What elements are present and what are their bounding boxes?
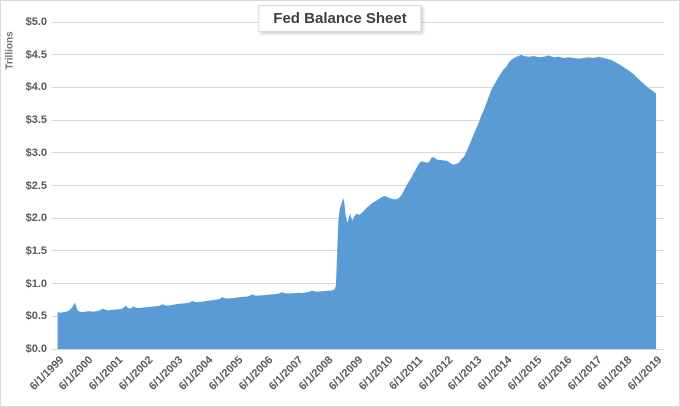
y-tick-label: $2.0 bbox=[25, 212, 47, 225]
y-tick-label: $2.5 bbox=[25, 179, 47, 192]
y-tick-label: $0.5 bbox=[25, 310, 47, 323]
y-tick-label: $4.5 bbox=[25, 48, 47, 61]
area-series bbox=[57, 54, 657, 349]
gridline bbox=[52, 250, 664, 252]
chart-title: Fed Balance Sheet bbox=[258, 5, 422, 32]
gridline bbox=[52, 348, 664, 350]
gridline bbox=[52, 315, 664, 317]
gridline bbox=[52, 283, 664, 285]
gridline bbox=[52, 217, 664, 219]
gridline bbox=[52, 54, 664, 56]
y-tick-label: $1.5 bbox=[25, 244, 47, 257]
y-tick-label: $1.0 bbox=[25, 277, 47, 290]
gridline bbox=[52, 86, 664, 88]
y-tick-label: $5.0 bbox=[25, 16, 47, 28]
y-tick-label: $4.0 bbox=[25, 81, 47, 94]
gridline bbox=[52, 152, 664, 154]
gridline bbox=[52, 185, 664, 186]
y-tick-label: $3.0 bbox=[25, 146, 47, 159]
y-tick-label: $3.5 bbox=[25, 114, 47, 127]
gridline bbox=[52, 119, 664, 121]
y-tick-label: $0.0 bbox=[25, 343, 47, 355]
